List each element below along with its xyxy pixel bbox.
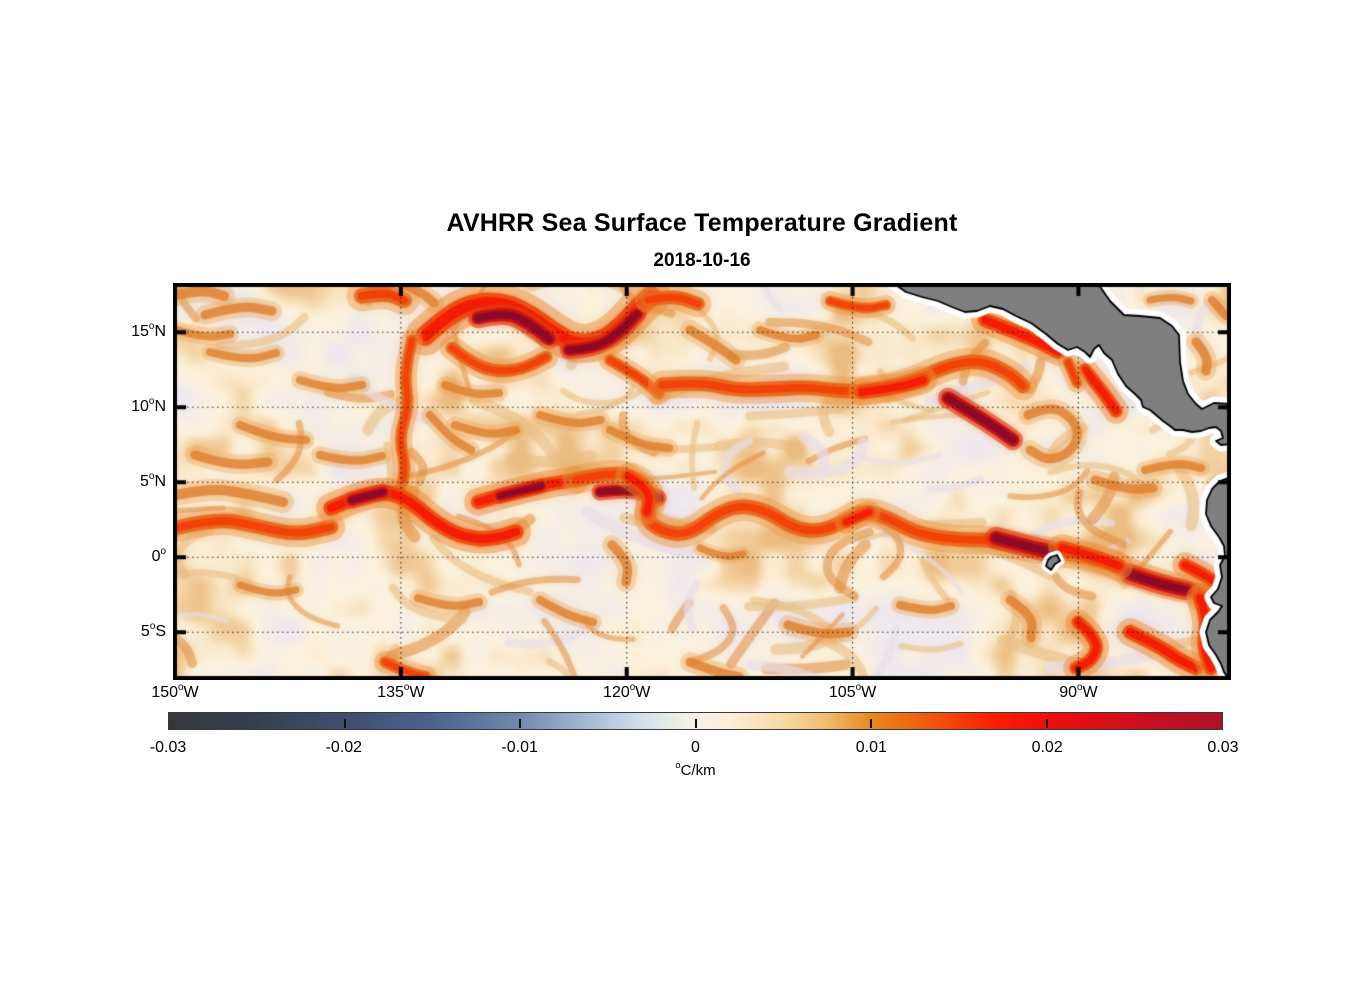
y-tick-label: 0o xyxy=(151,545,166,566)
colorbar-tick-label: 0 xyxy=(691,739,700,756)
y-tick-label: 10oN xyxy=(131,395,166,416)
y-tick-label: 5oN xyxy=(140,470,166,491)
colorbar-tick xyxy=(519,719,521,728)
y-tick-label: 15oN xyxy=(131,320,166,341)
map-canvas xyxy=(173,283,1231,680)
colorbar-tick-label: -0.01 xyxy=(501,739,538,756)
colorbar-tick-label: -0.03 xyxy=(149,739,187,756)
colorbar-tick-label: 0.03 xyxy=(1207,739,1239,756)
colorbar-tick xyxy=(870,719,872,728)
colorbar-tick-label: 0.02 xyxy=(1031,739,1063,756)
colorbar-tick-label: 0.01 xyxy=(855,739,887,756)
x-tick-label: 135oW xyxy=(377,681,425,701)
colorbar-tick xyxy=(343,719,346,728)
colorbar-tick xyxy=(694,719,697,728)
x-tick-label: 120oW xyxy=(603,681,651,701)
x-tick-label: 90oW xyxy=(1059,681,1098,701)
x-tick-label: 105oW xyxy=(828,681,877,701)
colorbar-tick-label: -0.02 xyxy=(325,739,363,756)
chart-title: AVHRR Sea Surface Temperature Gradient xyxy=(446,209,958,237)
x-tick-label: 150oW xyxy=(151,681,199,701)
colorbar-tick xyxy=(1045,719,1048,728)
y-tick-label: 5oS xyxy=(140,620,166,641)
colorbar-gradient xyxy=(168,712,1223,730)
chart-subtitle: 2018-10-16 xyxy=(653,250,751,271)
colorbar-unit-label: oC/km xyxy=(675,760,716,779)
